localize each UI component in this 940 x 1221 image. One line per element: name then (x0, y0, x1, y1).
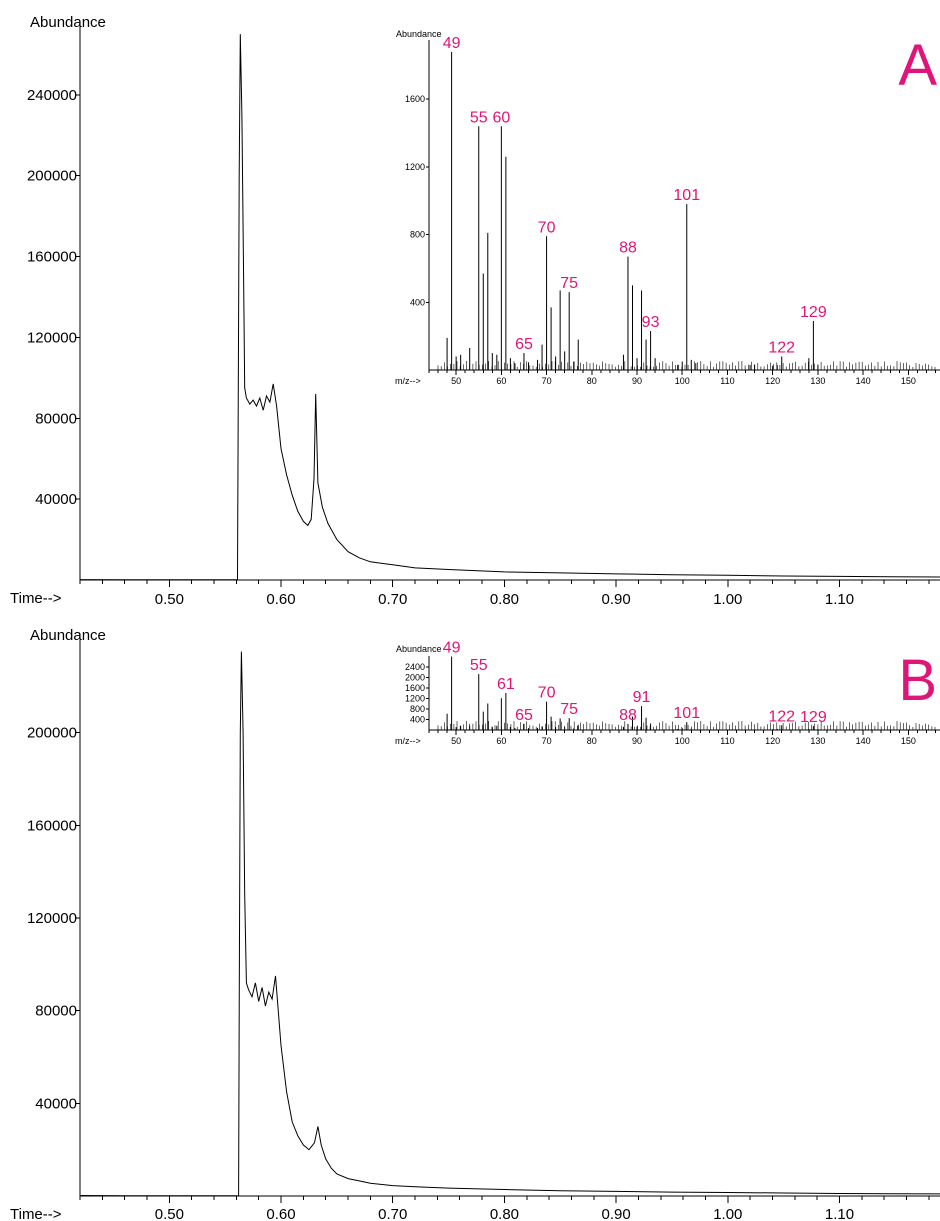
chromatogram-trace (79, 651, 940, 1197)
peak-label: 75 (560, 275, 578, 292)
x-tick-label: 100 (675, 736, 690, 746)
panel-a-mass-spectrum: 400 800 1200 1600 50 60 70 80 90 100 110 120 130 140 1… (395, 29, 940, 386)
y-tick-label: 1600 (405, 683, 425, 693)
y-tick-label: 2400 (405, 662, 425, 672)
x-tick-label: 100 (675, 376, 690, 386)
y-tick-label: 800 (410, 230, 425, 240)
peak-label: 55 (470, 109, 488, 126)
x-tick-label: 140 (856, 736, 871, 746)
peak-label: 122 (768, 339, 795, 356)
panel-a-chromatogram: 40000 80000 120000 160000 200000 240000 0.50 0.… (10, 14, 940, 608)
peak-label: 70 (538, 219, 556, 236)
peak-label: 88 (619, 240, 637, 257)
y-tick-label: 200000 (27, 725, 77, 742)
y-tick-label: 400 (410, 297, 425, 307)
y-tick-label: 160000 (27, 817, 77, 834)
y-tick-label: 800 (410, 704, 425, 714)
peak-label: 93 (642, 314, 660, 331)
y-tick-label: 200000 (27, 168, 77, 185)
peak-label: 61 (497, 676, 515, 693)
x-tick-label: 90 (632, 376, 642, 386)
peak-label: 88 (619, 707, 637, 724)
y-axis-label: Abundance (396, 644, 442, 654)
x-tick-label: 1.00 (713, 591, 742, 608)
y-tick-label: 40000 (35, 1095, 77, 1112)
x-tick-label: 1.10 (825, 591, 854, 608)
peak-label: 49 (443, 640, 461, 657)
y-tick-label: 240000 (27, 87, 77, 104)
x-tick-label: 1.10 (825, 1206, 854, 1221)
y-tick-label: 120000 (27, 329, 77, 346)
y-axis-label: Abundance (30, 14, 106, 31)
x-tick-label: 70 (542, 376, 552, 386)
x-tick-label: 80 (587, 376, 597, 386)
peak-label: 91 (633, 689, 651, 706)
y-tick-label: 80000 (35, 410, 77, 427)
x-tick-label: 50 (451, 376, 461, 386)
y-tick-label: 120000 (27, 910, 77, 927)
x-tick-label: 110 (720, 376, 734, 386)
peak-label: 70 (538, 685, 556, 702)
x-tick-label: 0.90 (602, 591, 631, 608)
peak-label: 75 (560, 701, 578, 718)
y-axis-label: Abundance (396, 29, 442, 39)
peak-label: 55 (470, 657, 488, 674)
x-tick-label: 120 (765, 376, 780, 386)
x-axis-label: m/z--> (395, 736, 421, 746)
peak-label: 101 (673, 705, 700, 722)
y-tick-label: 80000 (35, 1003, 77, 1020)
x-tick-label: 70 (542, 736, 552, 746)
x-tick-label: 110 (720, 736, 734, 746)
x-tick-label: 0.80 (490, 591, 519, 608)
y-axis-label: Abundance (30, 627, 106, 644)
peak-label: 65 (515, 336, 533, 353)
x-tick-label: 0.50 (155, 591, 184, 608)
y-tick-label: 2000 (405, 673, 425, 683)
x-tick-label: 120 (765, 736, 780, 746)
x-tick-label: 0.60 (266, 1206, 295, 1221)
peak-label: 60 (492, 109, 510, 126)
x-tick-label: 130 (810, 376, 825, 386)
peak-label: 101 (673, 187, 700, 204)
x-axis-label: m/z--> (395, 376, 421, 386)
x-tick-label: 0.70 (378, 591, 407, 608)
peak-label: 129 (800, 709, 827, 726)
x-tick-label: 60 (496, 376, 506, 386)
peak-label: 129 (800, 304, 827, 321)
x-tick-label: 150 (901, 736, 916, 746)
x-tick-label: 140 (856, 376, 871, 386)
peak-label: 49 (443, 35, 461, 52)
x-axis-label: Time--> (10, 1206, 62, 1221)
y-tick-label: 40000 (35, 491, 77, 508)
x-tick-label: 80 (587, 736, 597, 746)
chromatogram-trace (79, 34, 940, 581)
y-tick-label: 1200 (405, 162, 425, 172)
x-tick-label: 50 (451, 736, 461, 746)
y-tick-label: 160000 (27, 249, 77, 266)
peak-label: 122 (768, 708, 795, 725)
x-tick-label: 90 (632, 736, 642, 746)
y-tick-label: 400 (410, 715, 425, 725)
x-tick-label: 60 (496, 736, 506, 746)
panel-letter: A (898, 33, 937, 98)
x-axis-label: Time--> (10, 590, 62, 607)
panel-letter: B (898, 648, 937, 713)
panel-b-chromatogram: 40000 80000 120000 160000 200000 0.50 0.60 0.70… (10, 627, 940, 1221)
x-tick-label: 150 (901, 376, 916, 386)
x-tick-label: 130 (810, 736, 825, 746)
x-tick-label: 1.00 (713, 1206, 742, 1221)
x-tick-label: 0.90 (602, 1206, 631, 1221)
x-tick-label: 0.80 (490, 1206, 519, 1221)
x-tick-label: 0.60 (266, 591, 295, 608)
peak-label: 65 (515, 707, 533, 724)
y-tick-label: 1200 (405, 694, 425, 704)
y-tick-label: 1600 (405, 94, 425, 104)
x-tick-label: 0.50 (155, 1206, 184, 1221)
x-tick-label: 0.70 (378, 1206, 407, 1221)
